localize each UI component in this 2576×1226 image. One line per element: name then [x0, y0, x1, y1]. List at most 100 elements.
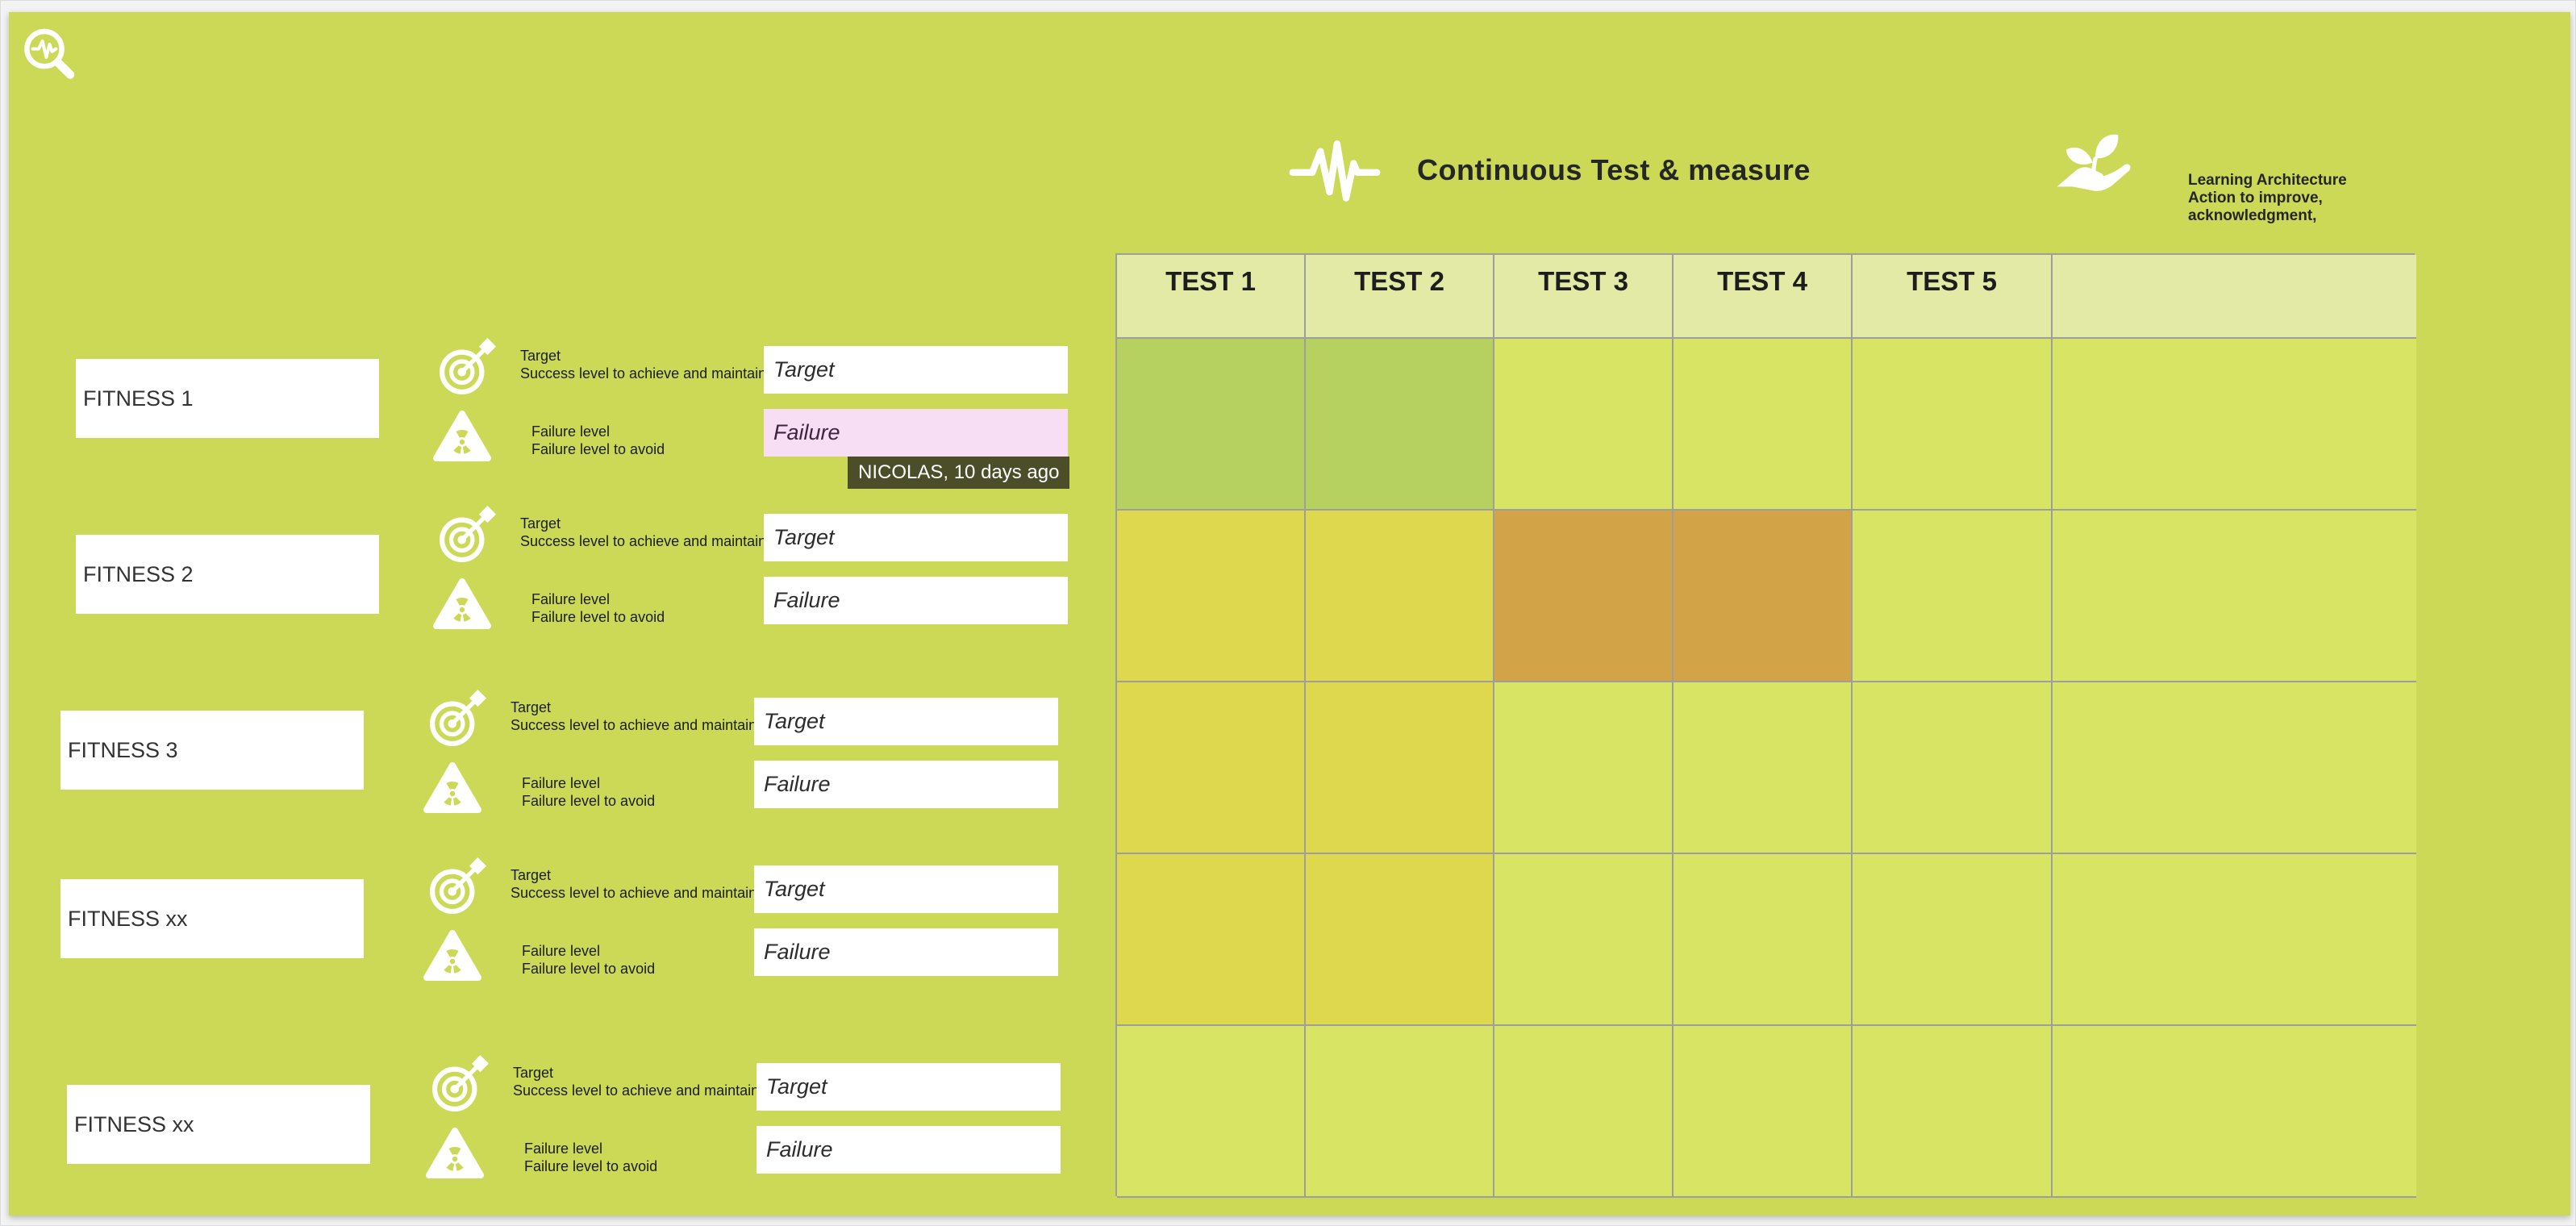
grid-cell[interactable] [1853, 854, 2053, 1026]
failure-input-value: Failure [773, 420, 840, 444]
pulse-magnifier-icon[interactable] [19, 25, 83, 90]
target-icon[interactable] [427, 690, 486, 749]
target-input[interactable]: Target [764, 346, 1068, 394]
grid-cell[interactable] [2053, 682, 2416, 854]
fitness-label: FITNESS 3 [68, 737, 178, 762]
grid-cell[interactable] [1494, 1026, 1674, 1198]
failure-label: Failure level Failure level to avoid [522, 943, 655, 978]
grid-header-cell[interactable]: TEST 3 [1494, 255, 1674, 339]
failure-input[interactable]: Failure [757, 1126, 1061, 1174]
continuous-test-header: Continuous Test & measure [1288, 135, 1811, 206]
radiation-warning-icon[interactable] [426, 1126, 484, 1181]
grid-cell[interactable] [1117, 511, 1306, 682]
failure-label-desc: Failure level to avoid [531, 440, 665, 457]
whiteboard-canvas[interactable]: Continuous Test & measure Learning Archi… [9, 12, 2570, 1216]
grid-header-cell[interactable]: TEST 5 [1853, 255, 2053, 339]
failure-label-desc: Failure level to avoid [522, 960, 656, 977]
grid-header-cell[interactable]: TEST 1 [1117, 255, 1306, 339]
grid-cell[interactable] [1117, 1026, 1306, 1198]
grid-cell[interactable] [1117, 339, 1306, 511]
grid-cell[interactable] [1674, 339, 1853, 511]
target-label-desc: Success level to achieve and maintain [511, 716, 757, 733]
fitness-label-card[interactable]: FITNESS 1 [76, 359, 379, 438]
failure-input[interactable]: Failure [754, 928, 1058, 976]
failure-label-desc: Failure level to avoid [522, 792, 656, 809]
grid-cell[interactable] [1117, 854, 1306, 1026]
target-icon[interactable] [436, 338, 496, 398]
target-label-title: Target [520, 348, 561, 364]
grid-cell[interactable] [1306, 854, 1494, 1026]
target-label: Target Success level to achieve and main… [520, 515, 766, 550]
grid-cell[interactable] [1494, 511, 1674, 682]
grid-cell[interactable] [1853, 1026, 2053, 1198]
failure-input-value: Failure [766, 1137, 833, 1161]
grid-cell[interactable] [1494, 854, 1674, 1026]
grid-cell[interactable] [2053, 511, 2416, 682]
target-input-value: Target [773, 525, 835, 549]
target-label-title: Target [511, 867, 552, 883]
target-input[interactable]: Target [764, 514, 1068, 561]
continuous-test-title: Continuous Test & measure [1417, 153, 1811, 186]
target-icon[interactable] [427, 857, 486, 917]
target-input-value: Target [773, 357, 835, 382]
radiation-warning-icon[interactable] [433, 409, 491, 464]
test-grid: TEST 1 TEST 2 TEST 3 TEST 4 TEST 5 [1115, 253, 2416, 1198]
comment-tooltip: NICOLAS, 10 days ago [848, 457, 1070, 489]
fitness-label-card[interactable]: FITNESS 2 [76, 535, 379, 614]
failure-input[interactable]: Failure [764, 577, 1068, 624]
failure-input[interactable]: Failure [764, 409, 1068, 457]
radiation-warning-icon[interactable] [433, 577, 491, 632]
heartbeat-pulse-icon[interactable] [1288, 136, 1382, 204]
grid-header-cell[interactable] [2053, 255, 2416, 339]
learning-line-2: Action to improve, [2188, 190, 2323, 206]
learning-architecture-header: Learning Architecture Action to improve,… [2048, 130, 2347, 225]
fitness-label-card[interactable]: FITNESS xx [67, 1085, 370, 1164]
grid-header-cell[interactable]: TEST 2 [1306, 255, 1494, 339]
radiation-warning-icon[interactable] [423, 928, 481, 983]
target-icon[interactable] [436, 506, 496, 565]
grid-cell[interactable] [1853, 339, 2053, 511]
target-input[interactable]: Target [754, 698, 1058, 745]
grid-cell[interactable] [1306, 511, 1494, 682]
failure-label-title: Failure level [531, 591, 611, 607]
hand-holding-plant-icon[interactable] [2048, 130, 2143, 201]
grid-cell[interactable] [1494, 682, 1674, 854]
grid-cell[interactable] [1853, 511, 2053, 682]
fitness-label-card[interactable]: FITNESS xx [60, 879, 364, 958]
learning-line-1: Learning Architecture [2188, 172, 2347, 189]
grid-cell[interactable] [1306, 682, 1494, 854]
target-input-value: Target [764, 709, 825, 733]
failure-label-desc: Failure level to avoid [524, 1157, 658, 1174]
target-input[interactable]: Target [754, 865, 1058, 913]
failure-input[interactable]: Failure [754, 761, 1058, 808]
grid-cell[interactable] [1117, 682, 1306, 854]
failure-label-title: Failure level [522, 943, 601, 959]
grid-cell[interactable] [1853, 682, 2053, 854]
target-label: Target Success level to achieve and main… [520, 348, 766, 382]
fitness-label-card[interactable]: FITNESS 3 [60, 711, 364, 790]
fitness-label: FITNESS xx [74, 1111, 194, 1136]
failure-label-title: Failure level [522, 775, 601, 791]
failure-label: Failure level Failure level to avoid [531, 591, 665, 626]
grid-cell[interactable] [1306, 1026, 1494, 1198]
target-label-desc: Success level to achieve and maintain [513, 1082, 760, 1099]
radiation-warning-icon[interactable] [423, 761, 481, 815]
failure-label: Failure level Failure level to avoid [531, 423, 665, 458]
grid-header-cell[interactable]: TEST 4 [1674, 255, 1853, 339]
grid-cell[interactable] [2053, 1026, 2416, 1198]
failure-label: Failure level Failure level to avoid [522, 775, 655, 810]
fitness-label: FITNESS 2 [83, 561, 194, 586]
grid-cell[interactable] [1674, 682, 1853, 854]
target-input[interactable]: Target [757, 1063, 1061, 1111]
grid-cell[interactable] [1674, 854, 1853, 1026]
failure-input-value: Failure [764, 940, 831, 964]
grid-cell[interactable] [2053, 339, 2416, 511]
failure-input-value: Failure [773, 588, 840, 612]
grid-cell[interactable] [1674, 511, 1853, 682]
grid-cell[interactable] [1674, 1026, 1853, 1198]
grid-cell[interactable] [2053, 854, 2416, 1026]
grid-cell[interactable] [1306, 339, 1494, 511]
target-label: Target Success level to achieve and main… [511, 867, 757, 902]
target-icon[interactable] [429, 1055, 489, 1115]
grid-cell[interactable] [1494, 339, 1674, 511]
